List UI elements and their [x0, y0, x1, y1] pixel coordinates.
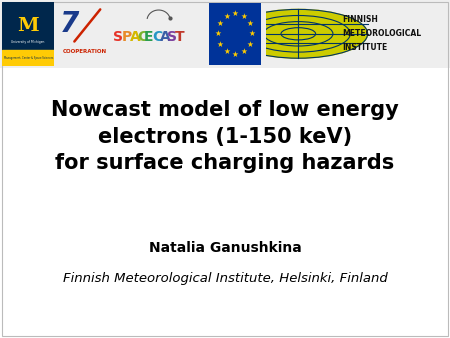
- Text: Nowcast model of low energy
electrons (1-150 keV)
for surface charging hazards: Nowcast model of low energy electrons (1…: [51, 100, 399, 173]
- Text: 7: 7: [59, 10, 79, 38]
- Text: ★: ★: [217, 40, 224, 49]
- Text: ★: ★: [240, 11, 247, 21]
- Text: T: T: [175, 30, 184, 44]
- Text: ★: ★: [232, 9, 238, 18]
- Text: ★: ★: [247, 40, 253, 49]
- Text: ★: ★: [217, 19, 224, 28]
- Text: S: S: [167, 30, 177, 44]
- Text: ★: ★: [232, 50, 238, 59]
- Text: A: A: [160, 30, 171, 44]
- Bar: [2, 2, 54, 50]
- Text: P: P: [122, 30, 132, 44]
- Text: ★: ★: [215, 29, 221, 38]
- Text: ★: ★: [223, 47, 230, 56]
- Text: C: C: [152, 30, 162, 44]
- Text: FINNISH: FINNISH: [342, 15, 378, 24]
- Text: ★: ★: [247, 19, 253, 28]
- Circle shape: [229, 9, 368, 58]
- Text: ★: ★: [223, 11, 230, 21]
- Text: University of Michigan: University of Michigan: [11, 40, 45, 44]
- Text: Management, Center & Space Sciences: Management, Center & Space Sciences: [4, 56, 53, 60]
- Text: INSTITUTE: INSTITUTE: [342, 43, 387, 52]
- Text: METEOROLOGICAL: METEOROLOGICAL: [342, 29, 421, 38]
- Text: Natalia Ganushkina: Natalia Ganushkina: [148, 241, 302, 256]
- Text: ★: ★: [249, 29, 256, 38]
- Text: COOPERATION: COOPERATION: [63, 49, 107, 54]
- Text: Finnish Meteorological Institute, Helsinki, Finland: Finnish Meteorological Institute, Helsin…: [63, 272, 387, 285]
- Text: S: S: [113, 30, 123, 44]
- Text: ★: ★: [240, 47, 247, 56]
- Text: E: E: [144, 30, 153, 44]
- Bar: [0, 0, 450, 68]
- Text: A: A: [130, 30, 140, 44]
- Text: C: C: [137, 30, 148, 44]
- Text: M: M: [17, 17, 39, 35]
- Bar: [2, 50, 54, 66]
